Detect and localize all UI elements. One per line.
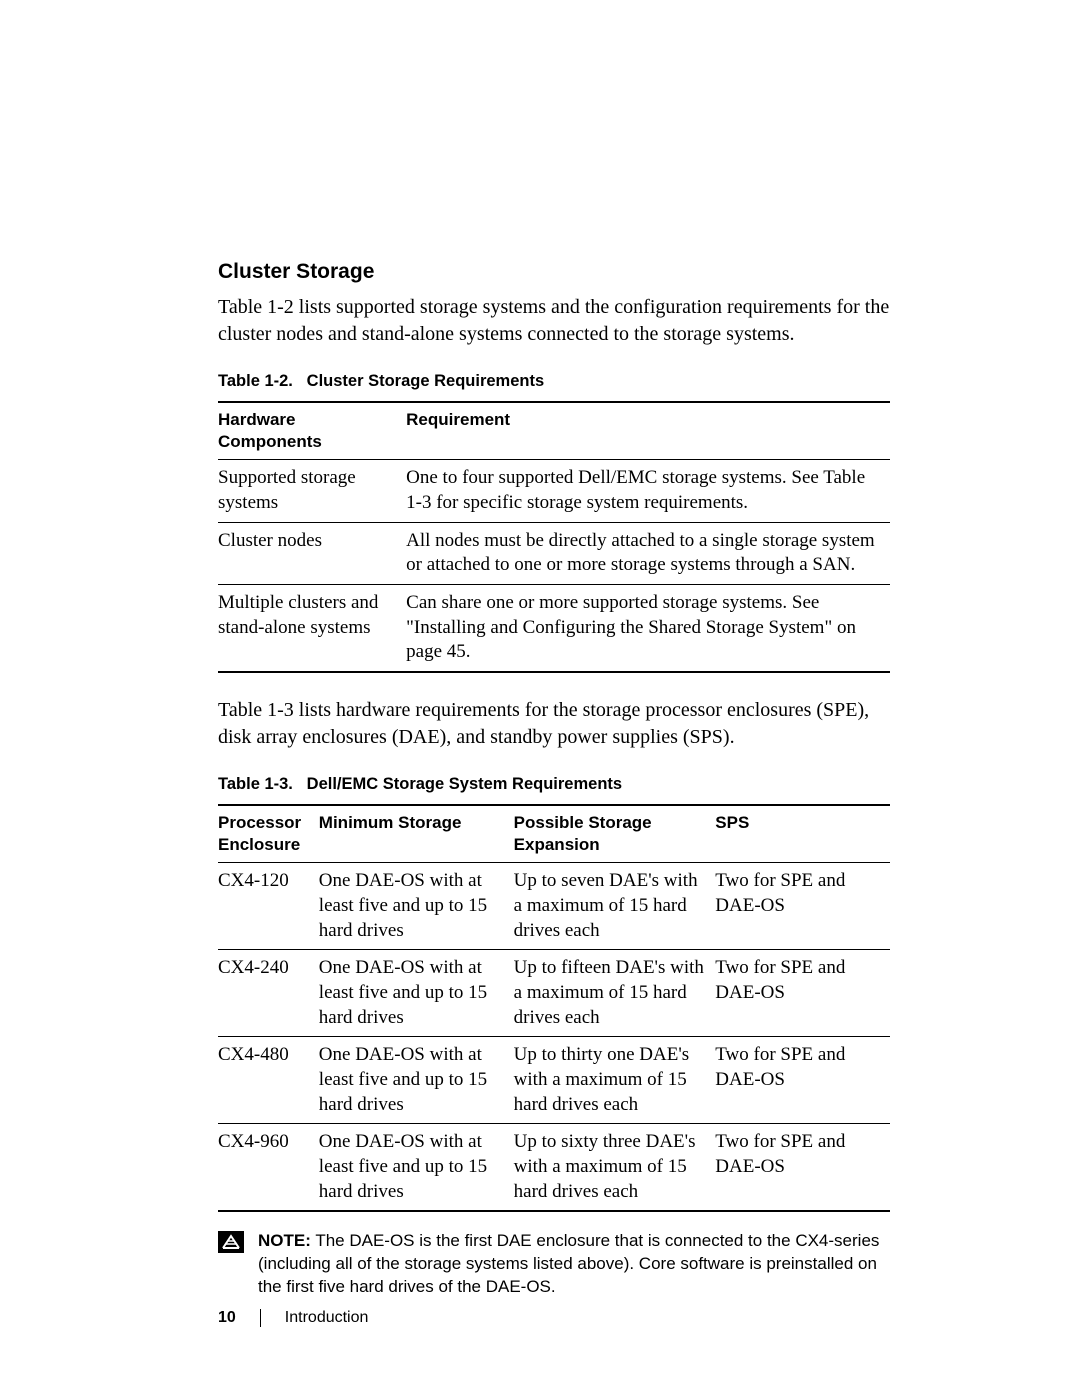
table-caption-title: Cluster Storage Requirements — [307, 372, 544, 390]
table-cell: All nodes must be directly attached to a… — [406, 522, 890, 584]
table-cell: Up to thirty one DAE's with a maximum of… — [514, 1037, 716, 1124]
table-cell: CX4-960 — [218, 1124, 319, 1212]
intro-paragraph: Table 1-2 lists supported storage system… — [218, 294, 890, 348]
table-cell: Can share one or more supported storage … — [406, 584, 890, 672]
table-cell: One DAE-OS with at least five and up to … — [319, 950, 514, 1037]
page: Cluster Storage Table 1-2 lists supporte… — [0, 0, 1080, 1397]
note-text: NOTE: The DAE-OS is the first DAE enclos… — [258, 1230, 890, 1299]
section-heading: Cluster Storage — [218, 260, 890, 284]
table-1-3: Processor Enclosure Minimum Storage Poss… — [218, 804, 890, 1212]
note-icon — [218, 1231, 244, 1253]
table-cell: Two for SPE and DAE-OS — [715, 1037, 890, 1124]
table-caption-title: Dell/EMC Storage System Requirements — [307, 775, 622, 793]
table-1-3-caption: Table 1-3. Dell/EMC Storage System Requi… — [218, 775, 890, 794]
table-row: CX4-480 One DAE-OS with at least five an… — [218, 1037, 890, 1124]
page-number: 10 — [218, 1309, 236, 1327]
table-cell: Two for SPE and DAE-OS — [715, 1124, 890, 1212]
page-footer: 10 Introduction — [218, 1309, 368, 1327]
table-header-cell: Processor Enclosure — [218, 805, 319, 863]
table-cell: Up to fifteen DAE's with a maximum of 15… — [514, 950, 716, 1037]
table-row: CX4-120 One DAE-OS with at least five an… — [218, 863, 890, 950]
table-cell: One DAE-OS with at least five and up to … — [319, 1124, 514, 1212]
table-caption-label: Table 1-3. — [218, 775, 293, 793]
table-header-cell: Minimum Storage — [319, 805, 514, 863]
table-cell: Two for SPE and DAE-OS — [715, 863, 890, 950]
table-cell: Up to seven DAE's with a maximum of 15 h… — [514, 863, 716, 950]
table-header-cell: Hardware Components — [218, 402, 406, 460]
table-header-cell: Possible Storage Expansion — [514, 805, 716, 863]
table-header-cell: SPS — [715, 805, 890, 863]
table-row: CX4-240 One DAE-OS with at least five an… — [218, 950, 890, 1037]
between-tables-paragraph: Table 1-3 lists hardware requirements fo… — [218, 697, 890, 751]
table-cell: Cluster nodes — [218, 522, 406, 584]
table-row: Multiple clusters and stand-alone system… — [218, 584, 890, 672]
note-label: NOTE: — [258, 1231, 311, 1250]
table-cell: CX4-240 — [218, 950, 319, 1037]
table-cell: CX4-480 — [218, 1037, 319, 1124]
footer-divider — [260, 1309, 261, 1327]
table-1-2-caption: Table 1-2. Cluster Storage Requirements — [218, 372, 890, 391]
note-block: NOTE: The DAE-OS is the first DAE enclos… — [218, 1230, 890, 1299]
table-row: Supported storage systems One to four su… — [218, 460, 890, 522]
table-cell: Up to sixty three DAE's with a maximum o… — [514, 1124, 716, 1212]
table-cell: Multiple clusters and stand-alone system… — [218, 584, 406, 672]
table-row: Cluster nodes All nodes must be directly… — [218, 522, 890, 584]
table-cell: Supported storage systems — [218, 460, 406, 522]
note-body: The DAE-OS is the first DAE enclosure th… — [258, 1231, 879, 1296]
table-caption-label: Table 1-2. — [218, 372, 293, 390]
table-cell: Two for SPE and DAE-OS — [715, 950, 890, 1037]
table-1-2: Hardware Components Requirement Supporte… — [218, 401, 890, 673]
table-cell: CX4-120 — [218, 863, 319, 950]
table-cell: One DAE-OS with at least five and up to … — [319, 1037, 514, 1124]
table-cell: One DAE-OS with at least five and up to … — [319, 863, 514, 950]
table-header-cell: Requirement — [406, 402, 890, 460]
table-cell: One to four supported Dell/EMC storage s… — [406, 460, 890, 522]
footer-section: Introduction — [285, 1309, 369, 1327]
table-row: CX4-960 One DAE-OS with at least five an… — [218, 1124, 890, 1212]
